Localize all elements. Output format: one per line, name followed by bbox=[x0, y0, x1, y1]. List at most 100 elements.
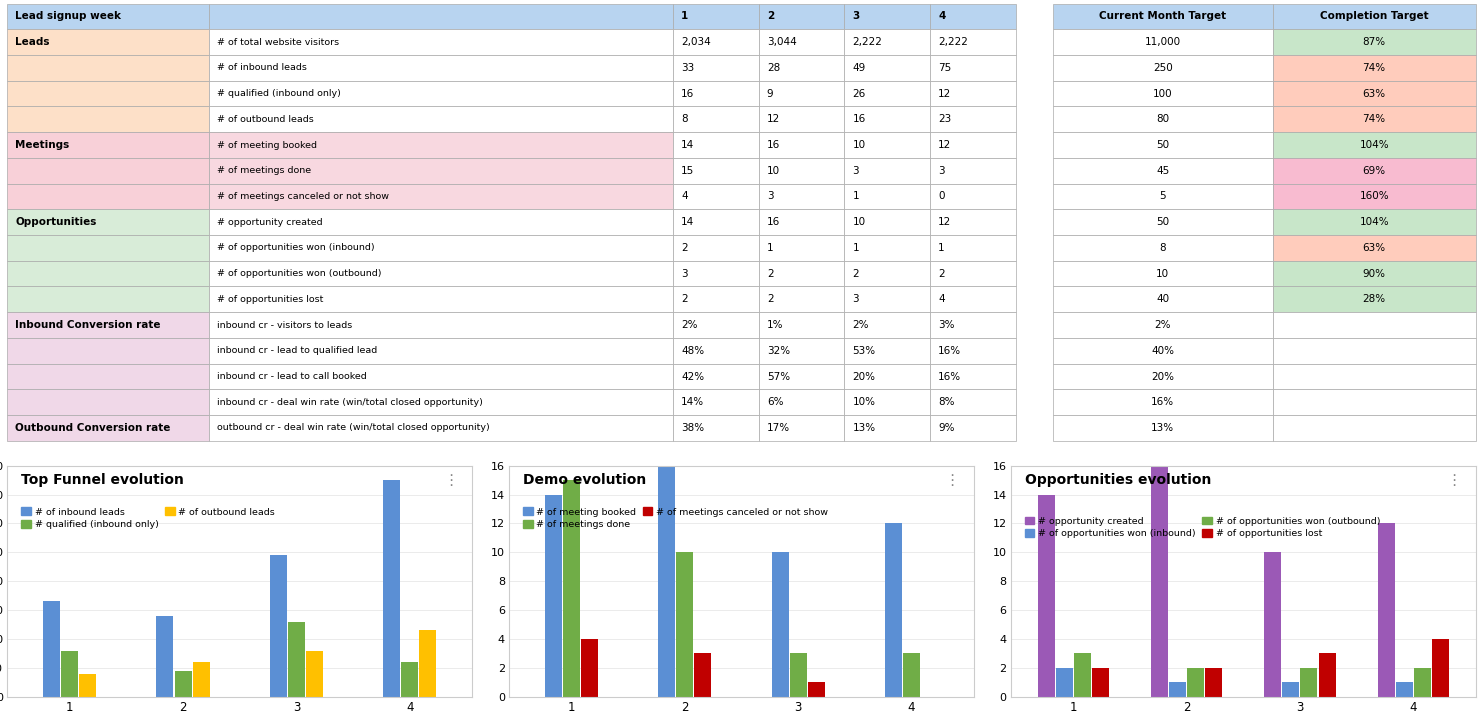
Bar bbox=[209, 183, 673, 209]
Bar bbox=[694, 653, 712, 697]
Bar bbox=[1433, 639, 1449, 697]
Text: 1: 1 bbox=[767, 243, 774, 253]
Text: 74%: 74% bbox=[1363, 114, 1385, 124]
Bar bbox=[1272, 415, 1476, 441]
Text: 16%: 16% bbox=[939, 346, 961, 356]
Text: 104%: 104% bbox=[1360, 140, 1390, 150]
Bar bbox=[7, 338, 209, 363]
Text: 9: 9 bbox=[767, 89, 774, 99]
Bar bbox=[1272, 81, 1476, 107]
Bar bbox=[1053, 390, 1272, 415]
Text: 90%: 90% bbox=[1363, 269, 1385, 279]
Text: 2: 2 bbox=[681, 243, 688, 253]
Text: Opportunities evolution: Opportunities evolution bbox=[1025, 473, 1212, 486]
Text: 69%: 69% bbox=[1363, 166, 1385, 176]
Bar bbox=[930, 55, 1016, 81]
Bar bbox=[930, 132, 1016, 158]
Text: # opportunity created: # opportunity created bbox=[217, 218, 323, 227]
Text: 40%: 40% bbox=[1151, 346, 1175, 356]
Bar bbox=[1053, 363, 1272, 390]
Bar bbox=[1188, 668, 1204, 697]
Bar bbox=[1272, 132, 1476, 158]
Bar bbox=[209, 209, 673, 235]
Bar bbox=[305, 651, 323, 697]
Bar bbox=[673, 158, 759, 183]
Bar bbox=[673, 107, 759, 132]
Bar bbox=[844, 4, 930, 29]
Text: 40: 40 bbox=[1157, 294, 1170, 304]
Bar bbox=[1038, 495, 1054, 697]
Bar bbox=[1091, 668, 1109, 697]
Text: 3: 3 bbox=[681, 269, 688, 279]
Text: Leads: Leads bbox=[15, 37, 50, 47]
Text: 14: 14 bbox=[681, 140, 694, 150]
Bar bbox=[673, 312, 759, 338]
Bar bbox=[209, 390, 673, 415]
Text: # qualified (inbound only): # qualified (inbound only) bbox=[217, 89, 341, 98]
Bar bbox=[1272, 183, 1476, 209]
Bar bbox=[1413, 668, 1431, 697]
Bar bbox=[759, 287, 844, 312]
Bar bbox=[759, 107, 844, 132]
Bar bbox=[1272, 363, 1476, 390]
Bar bbox=[1318, 653, 1336, 697]
Text: 28: 28 bbox=[767, 63, 780, 73]
Text: 20%: 20% bbox=[853, 372, 875, 382]
Text: 80: 80 bbox=[1157, 114, 1170, 124]
Text: 16: 16 bbox=[853, 114, 866, 124]
Bar bbox=[7, 261, 209, 287]
Text: 3: 3 bbox=[939, 166, 945, 176]
Bar bbox=[1301, 668, 1317, 697]
Bar bbox=[209, 415, 673, 441]
Bar bbox=[844, 55, 930, 81]
Bar bbox=[1074, 653, 1091, 697]
Bar bbox=[1272, 107, 1476, 132]
Text: 12: 12 bbox=[939, 89, 952, 99]
Bar bbox=[1053, 29, 1272, 55]
Text: 10%: 10% bbox=[853, 397, 875, 407]
Bar bbox=[930, 235, 1016, 261]
Text: 38%: 38% bbox=[681, 423, 704, 433]
Text: ⋮: ⋮ bbox=[945, 473, 960, 488]
Bar bbox=[209, 29, 673, 55]
Text: 2,222: 2,222 bbox=[939, 37, 968, 47]
Text: 11,000: 11,000 bbox=[1145, 37, 1180, 47]
Text: 104%: 104% bbox=[1360, 217, 1390, 228]
Text: Meetings: Meetings bbox=[15, 140, 70, 150]
Text: 16%: 16% bbox=[1151, 397, 1175, 407]
Bar bbox=[7, 363, 209, 390]
Bar bbox=[844, 390, 930, 415]
Text: 10: 10 bbox=[853, 140, 866, 150]
Bar bbox=[7, 81, 209, 107]
Text: 2%: 2% bbox=[853, 320, 869, 330]
Text: 16: 16 bbox=[767, 217, 780, 228]
Text: 33: 33 bbox=[681, 63, 694, 73]
Text: 14%: 14% bbox=[681, 397, 704, 407]
Text: Top Funnel evolution: Top Funnel evolution bbox=[21, 473, 184, 486]
Text: 2: 2 bbox=[939, 269, 945, 279]
Text: 5: 5 bbox=[1160, 191, 1166, 201]
Bar bbox=[61, 651, 79, 697]
Text: 2%: 2% bbox=[1155, 320, 1172, 330]
Bar bbox=[209, 132, 673, 158]
Bar bbox=[1053, 81, 1272, 107]
Text: ⋮: ⋮ bbox=[1446, 473, 1462, 488]
Text: Inbound Conversion rate: Inbound Conversion rate bbox=[15, 320, 162, 330]
Text: 0: 0 bbox=[939, 191, 945, 201]
Legend: # of meeting booked, # of meetings done, # of meetings canceled or not show: # of meeting booked, # of meetings done,… bbox=[523, 508, 828, 529]
Text: 15: 15 bbox=[681, 166, 694, 176]
Bar bbox=[7, 235, 209, 261]
Bar bbox=[1206, 668, 1222, 697]
Bar bbox=[930, 29, 1016, 55]
Text: 13%: 13% bbox=[1151, 423, 1175, 433]
Bar bbox=[759, 81, 844, 107]
Bar bbox=[7, 183, 209, 209]
Bar bbox=[844, 209, 930, 235]
Bar bbox=[844, 81, 930, 107]
Text: # of opportunities won (inbound): # of opportunities won (inbound) bbox=[217, 243, 375, 252]
Text: inbound cr - lead to call booked: inbound cr - lead to call booked bbox=[217, 372, 366, 381]
Bar bbox=[1053, 158, 1272, 183]
Bar bbox=[673, 183, 759, 209]
Bar bbox=[844, 363, 930, 390]
Text: 160%: 160% bbox=[1360, 191, 1390, 201]
